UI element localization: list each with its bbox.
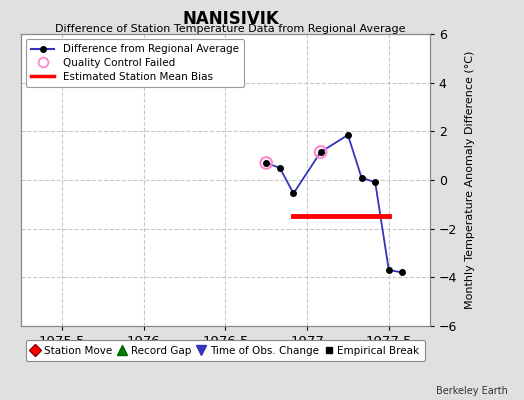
Text: Difference of Station Temperature Data from Regional Average: Difference of Station Temperature Data f…	[56, 24, 406, 34]
Difference from Regional Average	[318, 150, 324, 154]
Difference from Regional Average	[345, 132, 351, 137]
Y-axis label: Monthly Temperature Anomaly Difference (°C): Monthly Temperature Anomaly Difference (…	[465, 51, 475, 309]
Line: Difference from Regional Average: Difference from Regional Average	[264, 132, 405, 275]
Estimated Station Mean Bias	[386, 214, 392, 219]
Difference from Regional Average	[386, 268, 392, 272]
Text: NANISIVIK: NANISIVIK	[182, 10, 279, 28]
Difference from Regional Average	[263, 160, 269, 165]
Estimated Station Mean Bias	[290, 214, 297, 219]
Quality Control Failed	[316, 149, 325, 155]
Difference from Regional Average	[290, 191, 297, 196]
Legend: Difference from Regional Average, Quality Control Failed, Estimated Station Mean: Difference from Regional Average, Qualit…	[26, 39, 244, 87]
Legend: Station Move, Record Gap, Time of Obs. Change, Empirical Break: Station Move, Record Gap, Time of Obs. C…	[26, 340, 425, 361]
Difference from Regional Average	[358, 175, 365, 180]
Quality Control Failed	[262, 160, 270, 166]
Difference from Regional Average	[277, 166, 283, 170]
Difference from Regional Average	[399, 270, 406, 275]
Text: Berkeley Earth: Berkeley Earth	[436, 386, 508, 396]
Difference from Regional Average	[372, 180, 378, 185]
